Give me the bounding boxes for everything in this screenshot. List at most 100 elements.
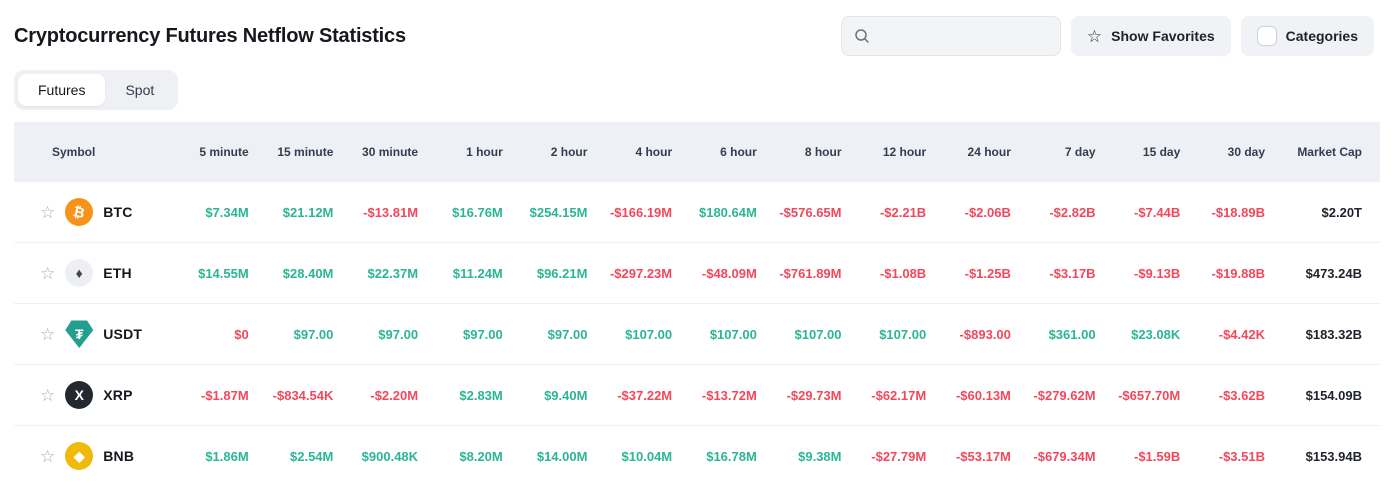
netflow-cell-6-hour: $16.78M	[672, 426, 757, 486]
netflow-cell-1-hour: $16.76M	[418, 182, 503, 243]
netflow-cell-2-hour: $254.15M	[503, 182, 588, 243]
netflow-cell-5-minute: $0	[164, 304, 249, 365]
column-header-24-hour[interactable]: 24 hour	[926, 122, 1011, 182]
categories-button[interactable]: Categories	[1241, 16, 1374, 56]
netflow-cell-12-hour: -$27.79M	[842, 426, 927, 486]
netflow-cell-15-day: -$9.13B	[1096, 243, 1181, 304]
netflow-cell-24-hour: -$2.06B	[926, 182, 1011, 243]
toolbar-controls: ☆ Show Favorites Categories	[841, 16, 1374, 56]
netflow-cell-12-hour: -$2.21B	[842, 182, 927, 243]
netflow-cell-15-day: -$1.59B	[1096, 426, 1181, 486]
netflow-cell-15-day: -$657.70M	[1096, 365, 1181, 426]
symbol-cell: ☆ ◆ BNB	[14, 426, 164, 486]
column-header-6-hour[interactable]: 6 hour	[672, 122, 757, 182]
market-cap-cell: $473.24B	[1265, 243, 1380, 304]
netflow-cell-6-hour: -$13.72M	[672, 365, 757, 426]
usdt-coin-icon: ₮	[65, 320, 93, 348]
column-header-symbol[interactable]: Symbol	[14, 122, 164, 182]
search-box[interactable]	[841, 16, 1061, 56]
symbol-label: BNB	[103, 448, 134, 464]
tab-futures[interactable]: Futures	[18, 74, 105, 106]
table-row-xrp[interactable]: ☆ X XRP -$1.87M-$834.54K-$2.20M$2.83M$9.40M…	[14, 365, 1380, 426]
column-header-30-day[interactable]: 30 day	[1180, 122, 1265, 182]
star-outline-icon: ☆	[1087, 28, 1102, 45]
market-cap-cell: $2.20T	[1265, 182, 1380, 243]
netflow-cell-30-minute: -$2.20M	[333, 365, 418, 426]
netflow-cell-7-day: -$3.17B	[1011, 243, 1096, 304]
market-cap-cell: $154.09B	[1265, 365, 1380, 426]
netflow-cell-24-hour: -$60.13M	[926, 365, 1011, 426]
column-header-15-day[interactable]: 15 day	[1096, 122, 1181, 182]
show-favorites-button[interactable]: ☆ Show Favorites	[1071, 16, 1231, 56]
xrp-coin-icon: X	[65, 381, 93, 409]
netflow-cell-30-minute: -$13.81M	[333, 182, 418, 243]
symbol-cell: ☆₿BTC	[14, 182, 164, 242]
netflow-cell-7-day: $361.00	[1011, 304, 1096, 365]
column-header-30-minute[interactable]: 30 minute	[333, 122, 418, 182]
netflow-cell-8-hour: -$576.65M	[757, 182, 842, 243]
netflow-cell-7-day: -$279.62M	[1011, 365, 1096, 426]
table-row-usdt[interactable]: ☆₮USDT$0$97.00$97.00$97.00$97.00$107.00$…	[14, 304, 1380, 365]
search-input[interactable]	[878, 27, 1048, 45]
eth-coin-icon: ♦	[65, 259, 93, 287]
netflow-cell-12-hour: $107.00	[842, 304, 927, 365]
netflow-cell-4-hour: -$37.22M	[587, 365, 672, 426]
favorite-star-icon[interactable]: ☆	[40, 448, 55, 465]
netflow-cell-4-hour: -$166.19M	[587, 182, 672, 243]
search-icon	[854, 28, 870, 44]
column-header-7-day[interactable]: 7 day	[1011, 122, 1096, 182]
netflow-cell-8-hour: $107.00	[757, 304, 842, 365]
favorite-star-icon[interactable]: ☆	[40, 387, 55, 404]
column-header-2-hour[interactable]: 2 hour	[503, 122, 588, 182]
column-header-15-minute[interactable]: 15 minute	[249, 122, 334, 182]
netflow-cell-12-hour: -$62.17M	[842, 365, 927, 426]
netflow-cell-1-hour: $97.00	[418, 304, 503, 365]
bnb-coin-icon: ◆	[65, 442, 93, 470]
netflow-cell-15-minute: -$834.54K	[249, 365, 334, 426]
netflow-cell-8-hour: -$761.89M	[757, 243, 842, 304]
column-header-market-cap[interactable]: Market Cap	[1265, 122, 1380, 182]
netflow-cell-15-day: $23.08K	[1096, 304, 1181, 365]
netflow-cell-24-hour: -$53.17M	[926, 426, 1011, 486]
column-header-1-hour[interactable]: 1 hour	[418, 122, 503, 182]
page-title: Cryptocurrency Futures Netflow Statistic…	[14, 25, 406, 48]
table-body: ☆₿BTC$7.34M$21.12M-$13.81M$16.76M$254.15…	[14, 182, 1380, 486]
show-favorites-label: Show Favorites	[1111, 28, 1214, 44]
symbol-label: XRP	[103, 387, 132, 403]
categories-label: Categories	[1286, 28, 1358, 44]
column-header-8-hour[interactable]: 8 hour	[757, 122, 842, 182]
netflow-cell-30-minute: $22.37M	[333, 243, 418, 304]
favorite-star-icon[interactable]: ☆	[40, 326, 55, 343]
netflow-cell-2-hour: $97.00	[503, 304, 588, 365]
netflow-cell-7-day: -$2.82B	[1011, 182, 1096, 243]
netflow-cell-30-minute: $900.48K	[333, 426, 418, 486]
netflow-cell-30-day: -$18.89B	[1180, 182, 1265, 243]
symbol-cell: ☆ X XRP	[14, 365, 164, 425]
netflow-cell-1-hour: $8.20M	[418, 426, 503, 486]
netflow-cell-6-hour: $107.00	[672, 304, 757, 365]
tab-spot[interactable]: Spot	[105, 74, 174, 106]
netflow-cell-5-minute: -$1.87M	[164, 365, 249, 426]
table-row-eth[interactable]: ☆♦ETH$14.55M$28.40M$22.37M$11.24M$96.21M…	[14, 243, 1380, 304]
table-row-bnb[interactable]: ☆◆BNB$1.86M$2.54M$900.48K$8.20M$14.00M$1…	[14, 426, 1380, 486]
favorite-star-icon[interactable]: ☆	[40, 204, 55, 221]
market-cap-cell: $153.94B	[1265, 426, 1380, 486]
column-header-5-minute[interactable]: 5 minute	[164, 122, 249, 182]
netflow-cell-5-minute: $7.34M	[164, 182, 249, 243]
symbol-label: ETH	[103, 265, 132, 281]
column-header-12-hour[interactable]: 12 hour	[842, 122, 927, 182]
favorite-star-icon[interactable]: ☆	[40, 265, 55, 282]
netflow-cell-4-hour: $10.04M	[587, 426, 672, 486]
table-row-btc[interactable]: ☆₿BTC$7.34M$21.12M-$13.81M$16.76M$254.15…	[14, 182, 1380, 243]
market-type-tabs: Futures Spot	[14, 70, 178, 110]
netflow-cell-2-hour: $96.21M	[503, 243, 588, 304]
netflow-cell-7-day: -$679.34M	[1011, 426, 1096, 486]
netflow-cell-30-day: -$19.88B	[1180, 243, 1265, 304]
netflow-cell-8-hour: $9.38M	[757, 426, 842, 486]
categories-checkbox-icon[interactable]	[1257, 26, 1277, 46]
column-header-4-hour[interactable]: 4 hour	[587, 122, 672, 182]
netflow-cell-2-hour: $9.40M	[503, 365, 588, 426]
netflow-cell-1-hour: $2.83M	[418, 365, 503, 426]
netflow-cell-24-hour: -$1.25B	[926, 243, 1011, 304]
netflow-cell-5-minute: $1.86M	[164, 426, 249, 486]
